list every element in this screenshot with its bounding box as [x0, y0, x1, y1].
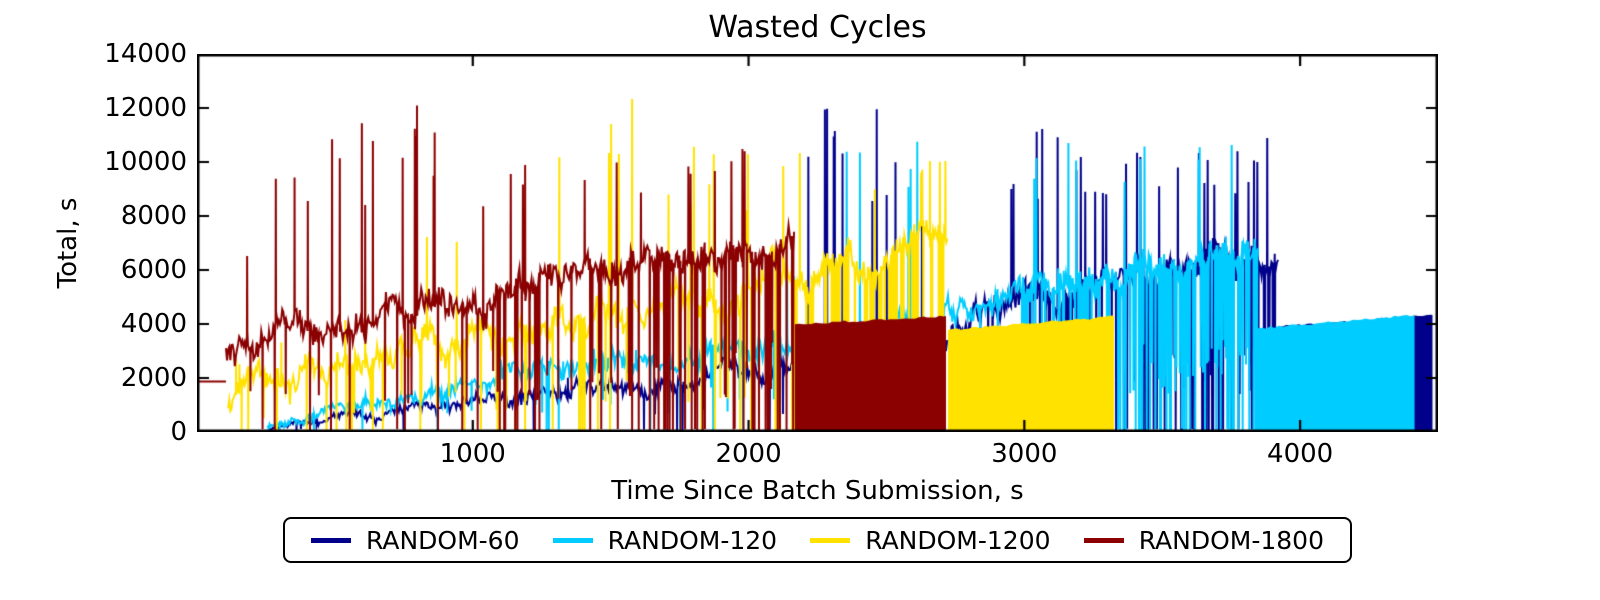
x-tick-label: 4000	[1267, 439, 1334, 469]
legend-label: RANDOM-60	[366, 525, 520, 555]
x-tick-label: 2000	[715, 439, 782, 469]
x-axis-label: Time Since Batch Submission, s	[611, 476, 1024, 506]
y-tick-label: 4000	[120, 309, 187, 339]
legend-label: RANDOM-1200	[865, 525, 1051, 555]
y-tick-label: 14000	[104, 39, 187, 69]
legend-label: RANDOM-1800	[1138, 525, 1324, 555]
legend-item: RANDOM-120	[552, 525, 778, 555]
legend-line-swatch	[311, 537, 351, 543]
y-tick-label: 0	[170, 417, 187, 447]
legend-line-swatch	[552, 537, 593, 543]
y-tick-label: 10000	[104, 147, 187, 177]
y-tick-label: 2000	[120, 363, 187, 393]
legend-line-swatch	[810, 537, 851, 543]
x-tick-label: 1000	[439, 439, 506, 469]
legend-item: RANDOM-1800	[1083, 525, 1324, 555]
chart-title: Wasted Cycles	[708, 10, 927, 45]
legend-item: RANDOM-60	[311, 528, 520, 553]
legend: RANDOM-60 RANDOM-120 RANDOM-1200 RANDOM-180…	[283, 517, 1352, 563]
x-tick-label: 3000	[991, 439, 1058, 469]
y-tick-label: 6000	[120, 255, 187, 285]
legend-label: RANDOM-120	[607, 525, 778, 555]
legend-line-swatch	[1083, 537, 1124, 543]
y-tick-label: 8000	[120, 201, 187, 231]
y-tick-label: 12000	[104, 93, 187, 123]
legend-item: RANDOM-1200	[810, 525, 1051, 555]
plot-area	[197, 54, 1438, 432]
